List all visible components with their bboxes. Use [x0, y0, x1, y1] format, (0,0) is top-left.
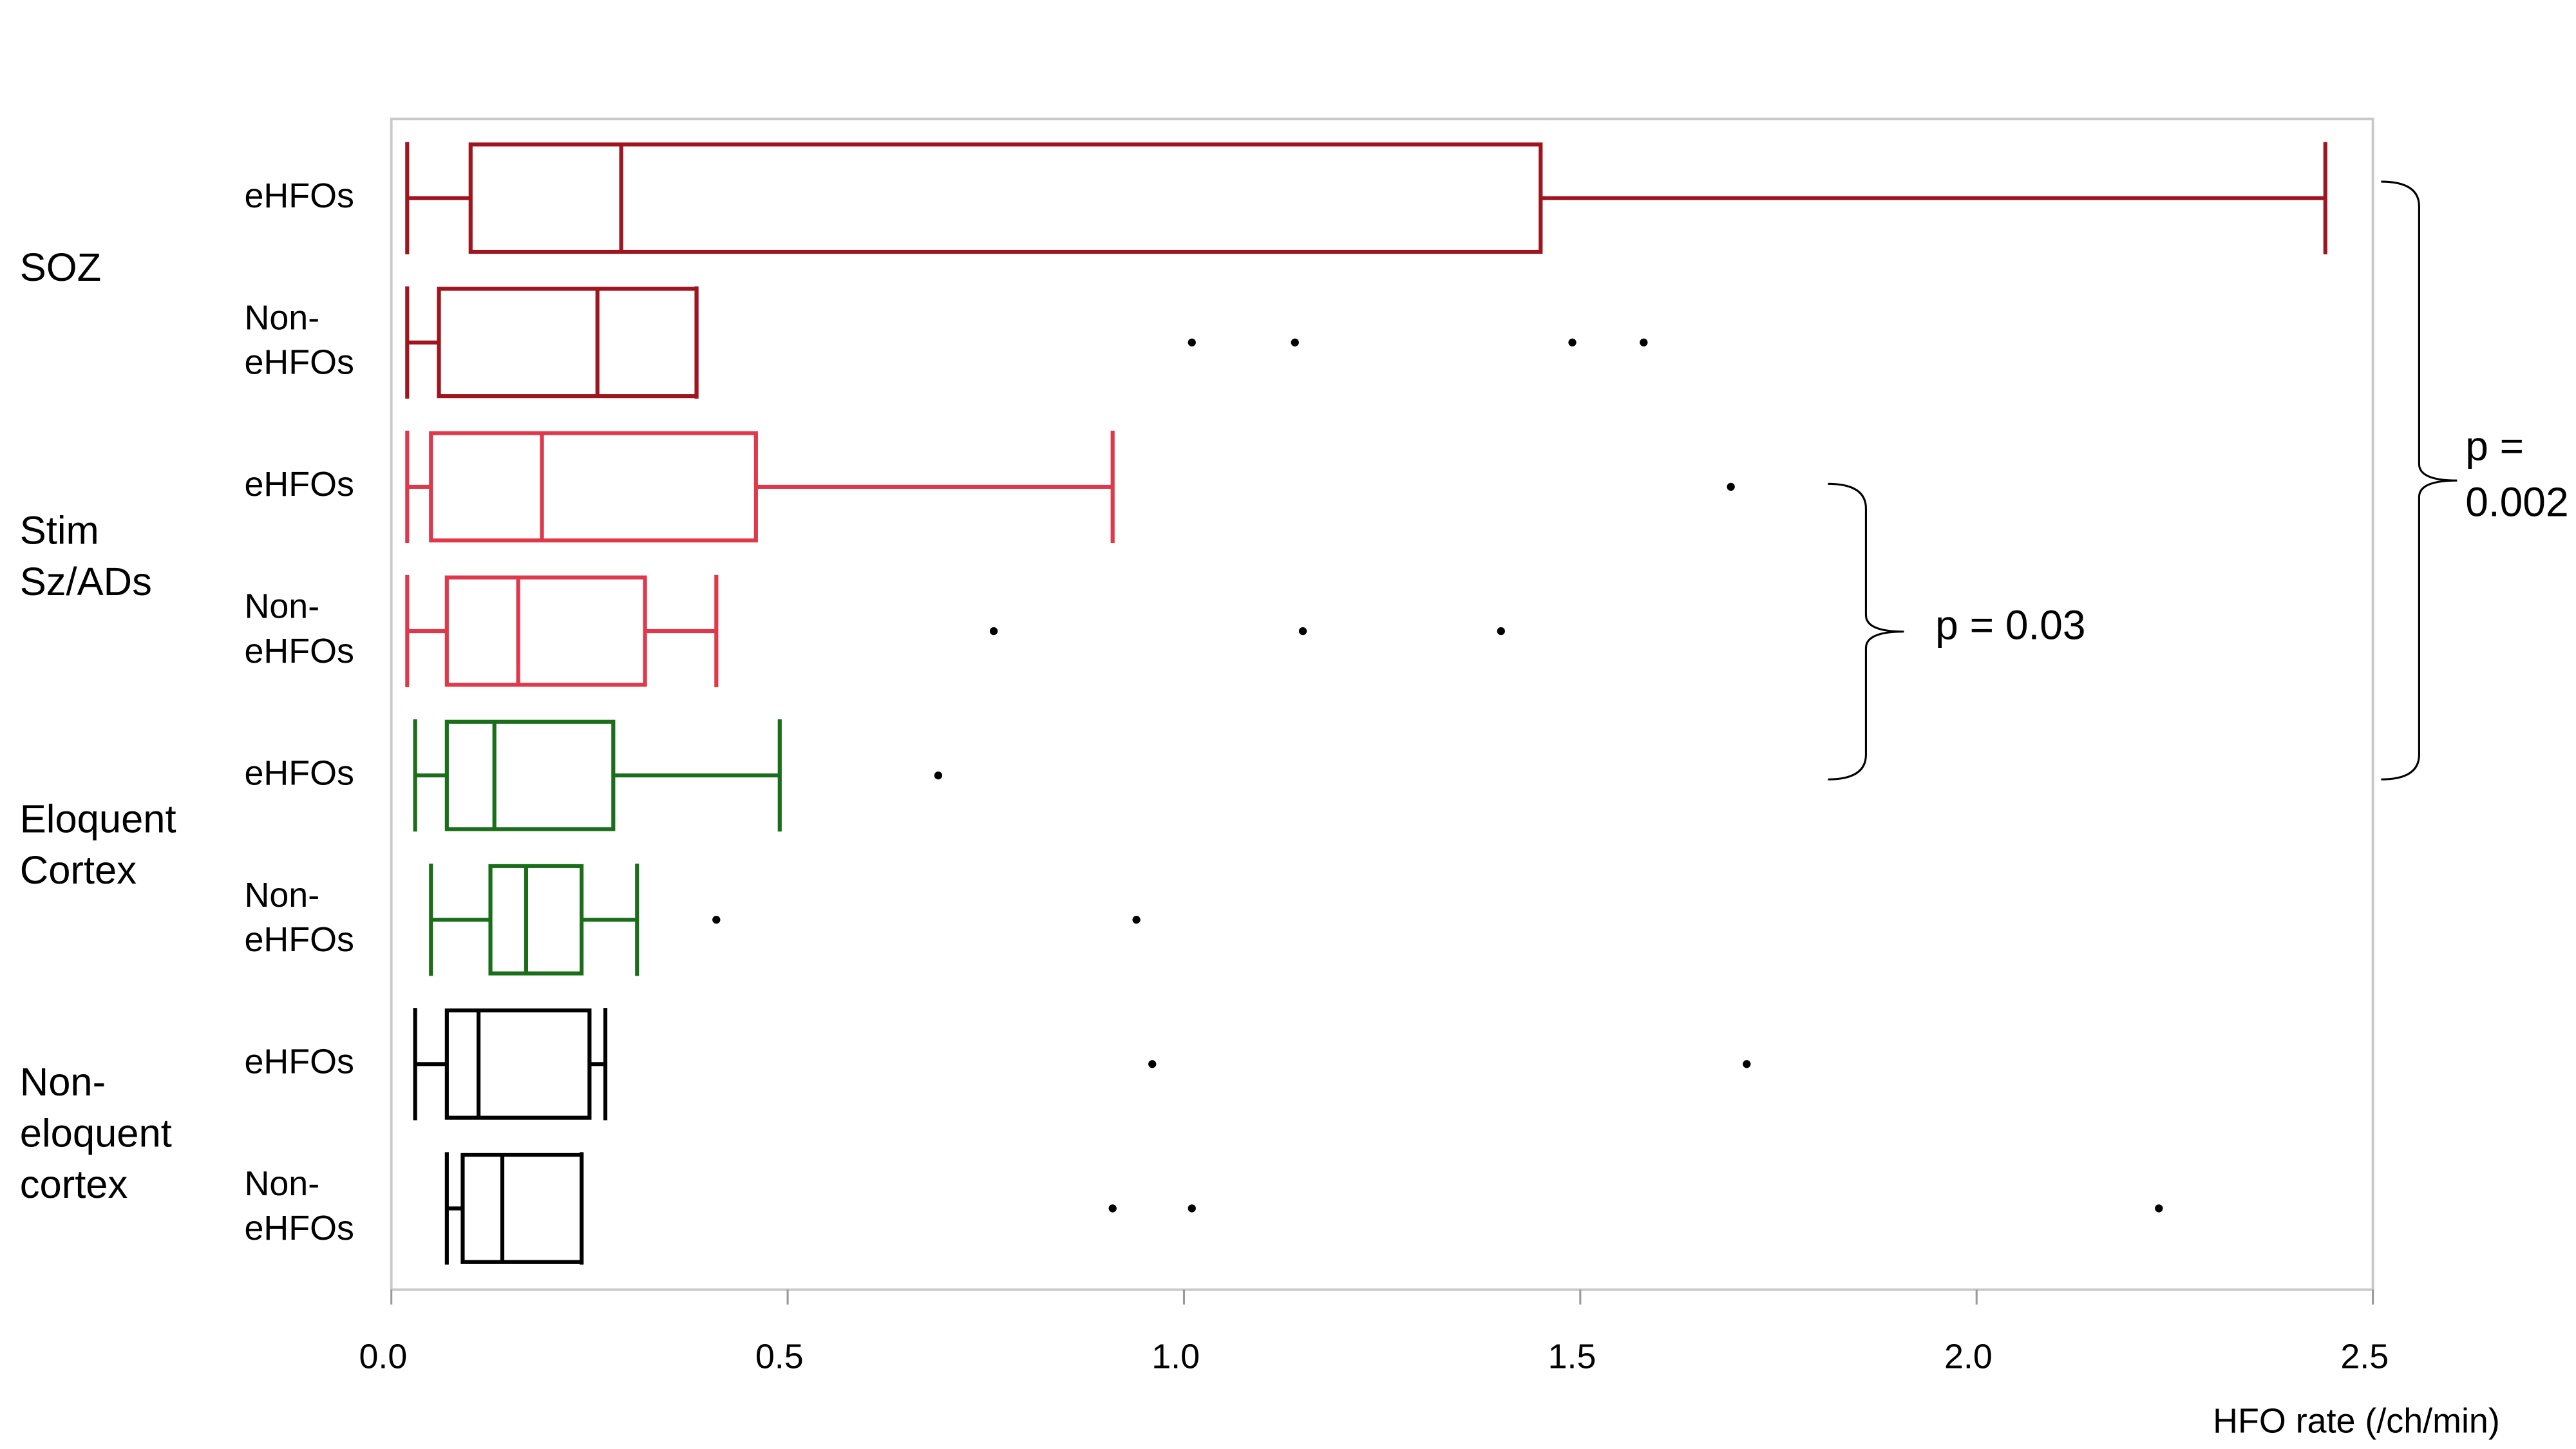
row-label: eHFOs: [244, 176, 354, 215]
p-value: 0.002: [2465, 479, 2568, 526]
outlier: [1148, 1060, 1157, 1068]
box: [488, 864, 584, 976]
box: [444, 1008, 592, 1120]
row-label: eHFOs: [244, 753, 354, 792]
outlier: [2155, 1204, 2163, 1213]
row-label: Non-: [244, 876, 319, 914]
outlier: [1727, 482, 1735, 491]
row-label: eHFOs: [244, 343, 354, 382]
outlier: [1298, 627, 1307, 636]
outlier: [1743, 1060, 1751, 1068]
row-label: Non-: [244, 298, 319, 337]
outlier: [1640, 338, 1648, 346]
group-label: Non-: [20, 1060, 106, 1104]
row-label: eHFOs: [244, 632, 354, 670]
box: [444, 719, 616, 831]
outlier: [712, 916, 721, 924]
significance-brace: [1828, 482, 1904, 781]
x-tick-label: 0.5: [755, 1337, 804, 1376]
outlier: [1568, 338, 1577, 346]
group-label: Eloquent: [20, 797, 176, 842]
box: [444, 575, 647, 687]
row-label: eHFOs: [244, 465, 354, 504]
box: [460, 1152, 584, 1264]
outlier: [989, 627, 998, 636]
group-label: eloquent: [20, 1112, 172, 1156]
x-tick-label: 0.0: [359, 1337, 407, 1376]
x-tick-label: 2.5: [2340, 1337, 2389, 1376]
box: [429, 431, 758, 543]
group-label: SOZ: [20, 245, 101, 290]
box: [437, 287, 699, 399]
group-label: Sz/ADs: [20, 560, 152, 604]
p-value: p = 0.03: [1935, 602, 2085, 649]
row-label: Non-: [244, 587, 319, 626]
p-value: p =: [2465, 422, 2524, 469]
outlier: [1188, 338, 1196, 346]
outlier: [934, 771, 943, 780]
plot-frame: [390, 117, 2374, 1291]
group-label: cortex: [20, 1162, 128, 1207]
row-label: Non-: [244, 1164, 319, 1203]
row-label: eHFOs: [244, 1043, 354, 1081]
x-axis-label: HFO rate (/ch/min): [2213, 1401, 2500, 1440]
x-tick-label: 1.5: [1548, 1337, 1596, 1376]
group-label: Stim: [20, 508, 99, 553]
box: [468, 142, 1543, 254]
row-label: eHFOs: [244, 920, 354, 959]
outlier: [1132, 916, 1141, 924]
outlier: [1108, 1204, 1117, 1213]
row-label: eHFOs: [244, 1209, 354, 1247]
significance-brace: [2381, 180, 2458, 781]
outlier: [1188, 1204, 1196, 1213]
outlier: [1497, 627, 1505, 636]
x-tick-label: 1.0: [1151, 1337, 1200, 1376]
group-label: Cortex: [20, 848, 137, 893]
x-tick-label: 2.0: [1944, 1337, 1993, 1376]
outlier: [1291, 338, 1299, 346]
